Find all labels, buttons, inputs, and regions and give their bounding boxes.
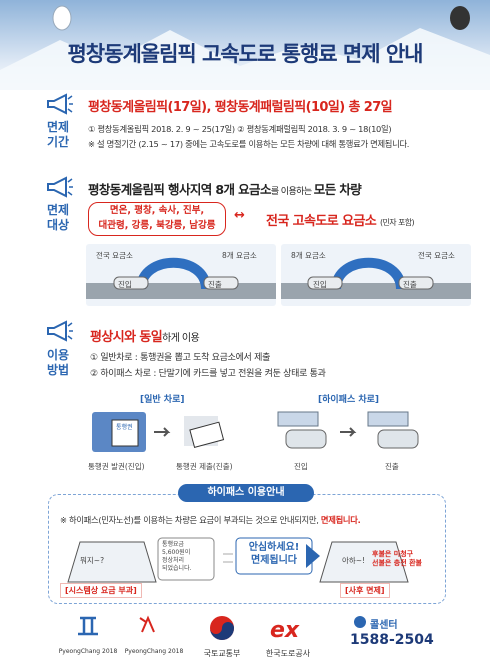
megaphone-icon (47, 93, 73, 115)
heading-part: 평창동계올림픽 행사지역 8개 요금소 (88, 182, 271, 197)
lane-step: 진출 (385, 462, 399, 471)
heading-part: 평상시와 동일 (90, 330, 163, 345)
section-label: 이용 방법 (42, 348, 74, 378)
diagram-exit: 진출 (403, 280, 417, 289)
lane-title: [하이패스 차로] (318, 395, 380, 405)
screen-line: 통행요금 (162, 541, 185, 548)
refund-line: 후불은 미청구 (372, 550, 414, 558)
label-line: 방법 (46, 363, 70, 377)
caption: [사후 면제] (340, 583, 390, 598)
screen-text: 통행요금 5,600원이 정상처리 되었습니다. (162, 541, 192, 573)
diagram-entry: 진입 (313, 280, 327, 289)
diagram-to: 전국 요금소 (418, 251, 455, 260)
note-emphasis: 면제됩니다. (320, 515, 361, 525)
info-line: ① 일반차로 : 통행권을 뽑고 도착 요금소에서 제출 (90, 353, 271, 363)
section-label: 면제 대상 (42, 203, 74, 233)
note-text: ※ 하이패스(민자노선)를 이용하는 차량은 요금이 부과되는 것으로 안내되지… (60, 515, 321, 525)
diagram-entry: 진입 (118, 280, 132, 289)
heading-part: 모든 차량 (313, 182, 362, 197)
section-heading: 평창동계올림픽 행사지역 8개 요금소를 이용하는 모든 차량 (88, 179, 362, 198)
lane-step: 진입 (294, 462, 308, 471)
section-heading: 평창동계올림픽(17일), 평창동계패럴림픽(10일) 총 27일 (88, 100, 393, 115)
info-line: ① 평창동계올림픽 2018. 2. 9 ~ 25(17일) ② 평창동계패럴림… (88, 124, 392, 134)
refund-text: 후불은 미청구 선불은 충전 환불 (372, 550, 422, 568)
headset-icon (354, 616, 366, 628)
message-line: 안심하세요! (248, 542, 300, 553)
lane-step: 통행권 발권(진입) (88, 462, 145, 471)
reassure-message: 안심하세요! 면제됩니다 (236, 541, 312, 567)
info-line: ※ 설 명절기간 (2.15 ~ 17) 중에는 고속도로를 이용하는 모든 차… (88, 139, 410, 149)
megaphone-icon (47, 320, 73, 342)
nationwide-note: (민자 포함) (380, 218, 415, 227)
heading-part: 하게 이용 (162, 333, 200, 344)
notice-art (67, 537, 409, 583)
emblem-label: PyeongChang 2018 (124, 648, 184, 655)
info-line: ② 하이패스 차로 : 단말기에 카드를 넣고 전원을 켜둔 상태로 통과 (90, 369, 326, 379)
tollgate-list: 면온, 평창, 속사, 진부, 대관령, 강릉, 북강릉, 남강릉 (88, 202, 226, 236)
corp-logo: ex (270, 618, 300, 643)
screen-line: 되었습니다. (162, 565, 192, 572)
tollgate-line: 면온, 평창, 속사, 진부, (109, 205, 205, 216)
nationwide: 전국 고속도로 요금소 (민자 포함) (266, 210, 415, 229)
notice-note: ※ 하이패스(민자노선)를 이용하는 차량은 요금이 부과되는 것으로 안내되지… (60, 514, 361, 526)
emblem-label: PyeongChang 2018 (58, 648, 118, 655)
diagram-from: 8개 요금소 (291, 251, 326, 260)
section-label: 면제 기간 (42, 120, 74, 150)
heading-part: 를 이용하는 (270, 187, 314, 197)
screen-line: 5,600원이 (162, 549, 191, 556)
diagram-to: 8개 요금소 (222, 251, 257, 260)
label-line: 이용 (46, 348, 70, 362)
page-title: 평창동계올림픽 고속도로 통행료 면제 안내 (67, 42, 423, 66)
ticket-label: 통행권 (116, 424, 133, 431)
footer-logos (78, 615, 234, 640)
lane-title: [일반 차로] (140, 395, 185, 405)
screen-line: 정상처리 (162, 557, 185, 564)
diagram-exit: 진출 (208, 280, 222, 289)
call-center: 콜센터 (370, 620, 398, 631)
nationwide-text: 전국 고속도로 요금소 (266, 214, 377, 229)
caption: [시스템상 요금 부과] (60, 583, 142, 598)
message-line: 면제됩니다 (251, 555, 297, 566)
refund-line: 선불은 충전 환불 (372, 559, 422, 567)
section-heading: 평상시와 동일하게 이용 (90, 326, 200, 345)
label-line: 대상 (46, 218, 70, 232)
reaction: 아하~! (342, 556, 366, 565)
label-line: 면제 (46, 203, 70, 217)
header-art (0, 5, 490, 90)
ministry: 국토교통부 (203, 649, 241, 658)
diagram-art (113, 257, 434, 290)
phone: 1588-2504 (350, 632, 434, 648)
notice-title: 하이패스 이용안내 (178, 484, 314, 502)
arrow: ↔ (234, 208, 245, 223)
reaction: 뭐지~? (80, 556, 105, 565)
megaphone-icon (47, 176, 73, 198)
diagram-from: 전국 요금소 (96, 251, 133, 260)
lane-step: 통행권 제출(진출) (176, 462, 233, 471)
corporation: 한국도로공사 (265, 649, 311, 658)
lane-art (92, 411, 419, 452)
label-line: 면제 (46, 120, 70, 134)
label-line: 기간 (46, 135, 70, 149)
tollgate-line: 대관령, 강릉, 북강릉, 남강릉 (98, 220, 216, 231)
